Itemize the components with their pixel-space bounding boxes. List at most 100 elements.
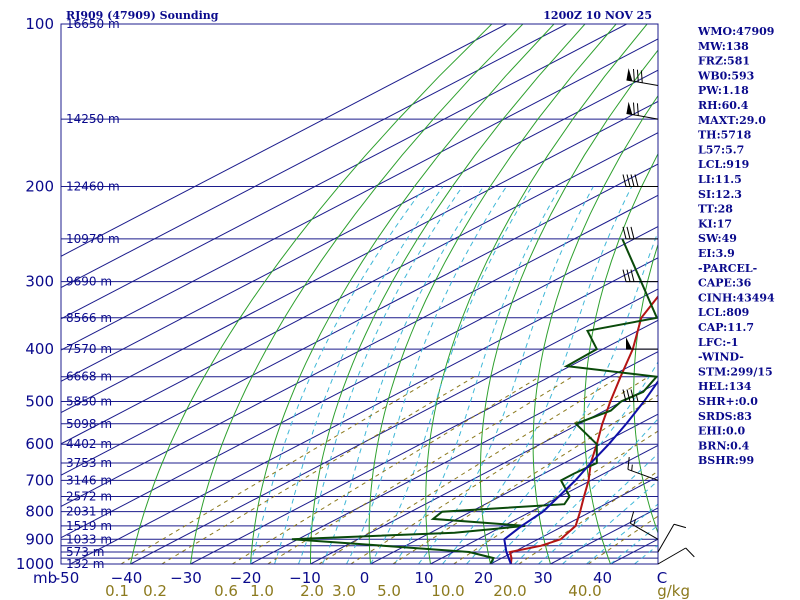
index-entry: WB0:593 xyxy=(697,69,754,82)
temperature-tick-label: −30 xyxy=(170,569,202,587)
temperature-tick-label: 30 xyxy=(533,569,552,587)
wind-barb xyxy=(626,337,658,350)
dry-adiabat xyxy=(250,24,555,564)
index-entry: SRDS:83 xyxy=(698,410,752,423)
index-entry: BRN:0.4 xyxy=(698,439,750,452)
temperature-tick-label: C xyxy=(657,569,667,587)
index-entry: CAPE:36 xyxy=(698,277,752,290)
temperature-tick-label: −20 xyxy=(230,569,262,587)
mixing-ratio-label: 5.0 xyxy=(377,582,401,600)
pressure-tick-label: 300 xyxy=(25,273,54,291)
height-label: 5098 m xyxy=(66,417,112,431)
mixing-ratio-label: 1.0 xyxy=(250,582,274,600)
height-label: 16650 m xyxy=(66,17,120,31)
index-entry: TH:5718 xyxy=(698,129,752,142)
moist-adiabat xyxy=(514,418,658,564)
index-entry: PW:1.18 xyxy=(698,84,749,97)
pressure-tick-label: 800 xyxy=(25,503,54,521)
pressure-tick-label: 100 xyxy=(25,15,54,33)
pressure-tick-label: 700 xyxy=(25,471,54,489)
dry-adiabat xyxy=(368,24,617,564)
mixing-ratio-line xyxy=(318,376,620,564)
wind-barb xyxy=(629,511,659,540)
height-label: 573 m xyxy=(66,545,104,559)
pressure-tick-label: 1000 xyxy=(16,555,54,573)
moist-adiabat xyxy=(346,186,507,564)
mixing-ratio-label: 0.1 xyxy=(105,582,129,600)
pressure-tick-label: 400 xyxy=(25,340,54,358)
height-label: 14250 m xyxy=(66,112,120,126)
mixing-ratio-label: 10.0 xyxy=(431,582,464,600)
mixing-ratio-line xyxy=(120,376,437,564)
index-entry: MW:138 xyxy=(698,40,749,53)
index-entry: WMO:47909 xyxy=(697,25,774,38)
moist-adiabat xyxy=(442,186,633,564)
dry-adiabat xyxy=(633,242,658,535)
mixing-ratio-line xyxy=(587,515,658,564)
height-label: 12460 m xyxy=(66,180,120,194)
index-entry: LCL:809 xyxy=(698,306,749,319)
index-entry: SW:49 xyxy=(698,232,737,245)
index-entry: CINH:43494 xyxy=(698,291,775,304)
index-entry: TT:28 xyxy=(698,203,733,216)
mixing-ratio-line xyxy=(350,376,649,564)
wind-barb xyxy=(657,547,695,565)
index-entry: MAXT:29.0 xyxy=(698,114,766,127)
index-entry: LI:11.5 xyxy=(698,173,742,186)
index-entry: L57:5.7 xyxy=(698,143,744,156)
wind-barb xyxy=(622,226,658,240)
pressure-unit-label: mb xyxy=(33,569,57,587)
mixing-ratio-label: 0.6 xyxy=(214,582,238,600)
height-label: 2572 m xyxy=(66,490,112,504)
height-label: 8566 m xyxy=(66,311,112,325)
height-label: 4402 m xyxy=(66,437,112,451)
wind-barb xyxy=(622,269,658,283)
index-entry: -PARCEL- xyxy=(698,262,757,275)
height-label: 2031 m xyxy=(66,505,112,519)
dry-adiabat xyxy=(583,152,658,564)
mixing-ratio-label: 40.0 xyxy=(568,582,601,600)
mixing-unit-label: g/kg xyxy=(657,582,690,600)
height-label: 5850 m xyxy=(66,394,112,408)
index-entry: LCL:919 xyxy=(698,158,749,171)
moist-adiabat xyxy=(250,186,426,564)
dry-adiabat xyxy=(130,24,493,564)
height-label: 6668 m xyxy=(66,370,112,384)
temperature-tick-label: 40 xyxy=(593,569,612,587)
height-label: 3753 m xyxy=(66,456,112,470)
pressure-tick-label: 600 xyxy=(25,435,54,453)
temperature-tick-label: −10 xyxy=(289,569,321,587)
isotherm-line xyxy=(61,225,658,539)
isotherm-line xyxy=(61,69,658,382)
height-label: 7570 m xyxy=(66,342,112,356)
height-label: 1033 m xyxy=(66,532,112,546)
isotherm-line xyxy=(61,24,627,320)
height-label: 10970 m xyxy=(66,232,120,246)
isotherm-line xyxy=(61,24,567,289)
index-entry: BSHR:99 xyxy=(698,454,754,467)
index-entry: HEL:134 xyxy=(698,380,752,393)
thermo-grid xyxy=(61,24,658,564)
dry-adiabat xyxy=(190,24,524,564)
moist-adiabat xyxy=(322,186,484,564)
temperature-tick-label: -50 xyxy=(55,569,80,587)
height-label: 9690 m xyxy=(66,275,112,289)
isotherm-line xyxy=(130,288,658,564)
temperature-tick-label: 10 xyxy=(414,569,433,587)
isotherm-line xyxy=(190,319,658,564)
isotherm-line xyxy=(61,132,658,445)
isotherm-line xyxy=(61,163,658,476)
height-label: 3146 m xyxy=(66,473,112,487)
temperature-tick-label: 0 xyxy=(360,569,370,587)
index-entry: EI:3.9 xyxy=(698,247,735,260)
mixing-ratio-line xyxy=(392,394,658,564)
index-entry: EHI:0.0 xyxy=(698,425,745,438)
height-label: 132 m xyxy=(66,557,104,571)
index-entry: LFC:-1 xyxy=(698,336,739,349)
wind-barb xyxy=(622,174,658,188)
mixing-ratio-line xyxy=(231,376,540,564)
wind-barbs xyxy=(622,68,695,565)
index-entry: STM:299/15 xyxy=(698,365,773,378)
